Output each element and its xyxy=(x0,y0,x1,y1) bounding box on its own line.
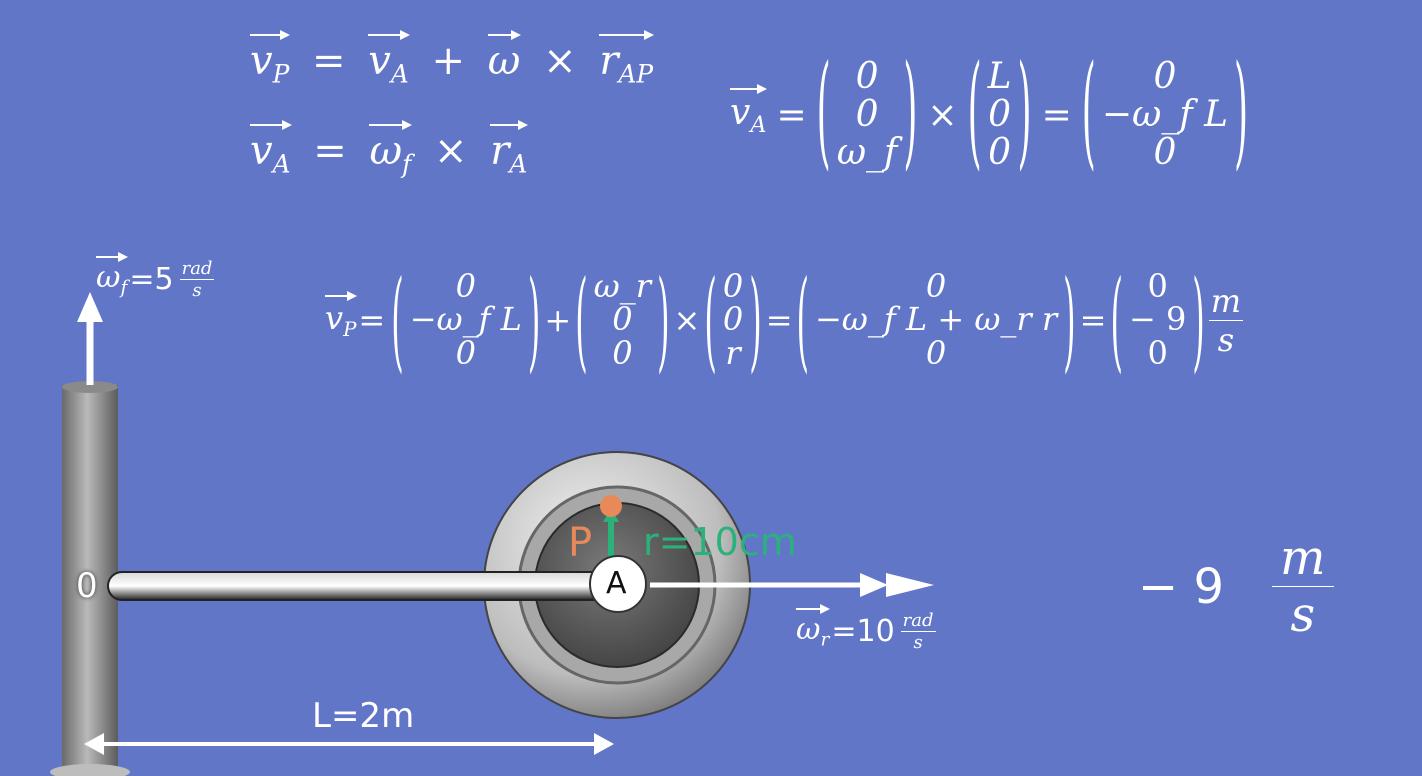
length-arrow-left xyxy=(84,733,104,755)
point-a-label: A xyxy=(606,566,627,601)
point-p-marker xyxy=(600,495,622,517)
vector-v-a: vA xyxy=(250,120,292,179)
horizontal-arm xyxy=(107,571,614,601)
vertical-shaft-top xyxy=(62,381,118,393)
omega-r-arrow-head-1 xyxy=(860,573,888,597)
shaft-base xyxy=(50,764,130,776)
origin-label: 0 xyxy=(76,566,98,606)
matrix-omega-r: ( ω_r 0 0 ) xyxy=(575,255,670,385)
vector-omega-f: ωf xyxy=(369,120,413,179)
vector-v-p: vP xyxy=(250,30,291,89)
vector-r-ap: rAP xyxy=(599,30,654,89)
omega-f-label: ωf =5 rad s xyxy=(96,252,215,301)
vector-v-a: vA xyxy=(730,84,768,138)
equation-va-definition: vA = ωf × rA xyxy=(250,120,529,179)
result-number: − 9 xyxy=(1138,558,1225,615)
unit-m-per-s: m s xyxy=(1208,281,1244,359)
point-p-label: P xyxy=(568,520,593,566)
vector-v-p: vP xyxy=(325,291,358,341)
omega-r-label: ωr =10 rad s xyxy=(796,604,936,653)
vector-v-a: vA xyxy=(368,30,410,89)
point-a-marker xyxy=(589,555,647,613)
result-unit: m s xyxy=(1272,530,1334,643)
equation-vp-definition: vP = vA + ω × rAP xyxy=(250,30,654,89)
radius-label: r=10cm xyxy=(643,520,797,564)
vector-omega: ω xyxy=(487,30,521,84)
result-value: − 9 m s xyxy=(1138,530,1334,643)
omega-f-arrow-head xyxy=(77,292,103,322)
length-label: L=2m xyxy=(312,696,415,736)
length-arrow-right xyxy=(594,733,614,755)
omega-r-arrow-head-2 xyxy=(886,573,934,597)
matrix-omega-f: ( 0 0 ω_f ) xyxy=(816,43,918,183)
vector-r-a: rA xyxy=(490,120,529,179)
